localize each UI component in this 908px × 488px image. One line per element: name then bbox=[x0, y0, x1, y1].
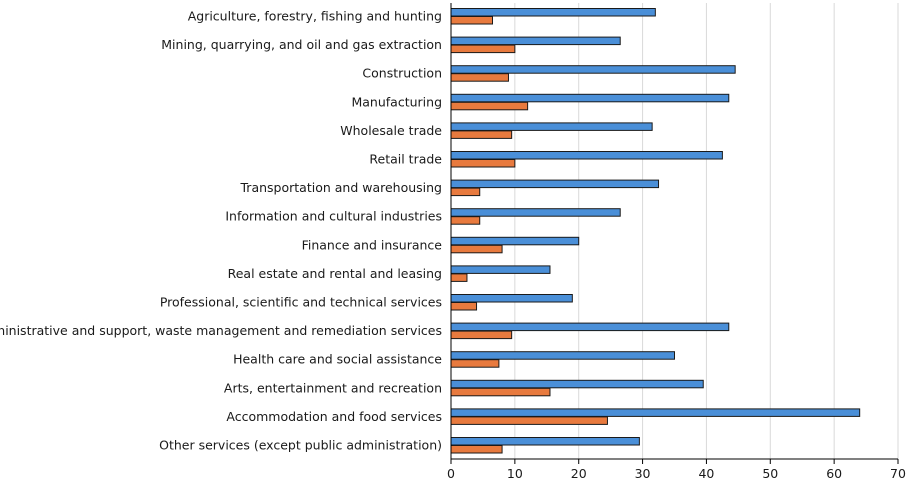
bar-series2-11 bbox=[450, 330, 513, 340]
x-tick-label-10: 10 bbox=[507, 466, 523, 481]
category-label-13: Arts, entertainment and recreation bbox=[224, 380, 442, 395]
category-label-8: Finance and insurance bbox=[302, 237, 443, 252]
bar-series2-0 bbox=[450, 16, 494, 25]
category-label-3: Manufacturing bbox=[351, 94, 442, 109]
bar-series1-10 bbox=[450, 294, 573, 303]
x-tick-label-50: 50 bbox=[762, 466, 778, 481]
bar-series2-6 bbox=[450, 187, 481, 197]
category-label-2: Construction bbox=[362, 66, 442, 81]
bar-series1-1 bbox=[450, 36, 621, 46]
category-label-12: Health care and social assistance bbox=[233, 352, 442, 367]
axes bbox=[450, 3, 899, 464]
bar-series2-3 bbox=[450, 101, 529, 111]
x-tick-label-30: 30 bbox=[635, 466, 651, 481]
bar-series1-3 bbox=[450, 93, 730, 103]
bar-series2-2 bbox=[450, 73, 509, 82]
labels: Agriculture, forestry, fishing and hunti… bbox=[0, 9, 906, 482]
x-tick-label-20: 20 bbox=[571, 466, 587, 481]
category-label-14: Accommodation and food services bbox=[226, 409, 442, 424]
bar-series1-2 bbox=[450, 65, 736, 74]
bars bbox=[450, 8, 861, 454]
bar-series1-12 bbox=[450, 351, 675, 360]
bar-series1-0 bbox=[450, 8, 656, 17]
gridlines bbox=[514, 3, 899, 459]
bar-series1-14 bbox=[450, 408, 861, 417]
bar-series2-9 bbox=[450, 273, 468, 282]
category-label-0: Agriculture, forestry, fishing and hunti… bbox=[188, 9, 442, 24]
bar-series2-5 bbox=[450, 159, 516, 168]
category-label-4: Wholesale trade bbox=[340, 123, 442, 138]
bar-series1-5 bbox=[450, 151, 723, 160]
bar-series2-14 bbox=[450, 416, 608, 425]
category-label-1: Mining, quarrying, and oil and gas extra… bbox=[161, 37, 442, 52]
x-tick-label-40: 40 bbox=[698, 466, 714, 481]
category-label-6: Transportation and warehousing bbox=[240, 180, 443, 195]
bar-series1-7 bbox=[450, 208, 621, 217]
category-label-9: Real estate and rental and leasing bbox=[228, 266, 442, 281]
bar-series2-8 bbox=[450, 244, 503, 254]
category-label-7: Information and cultural industries bbox=[225, 209, 442, 224]
bar-series1-13 bbox=[450, 379, 704, 389]
category-label-5: Retail trade bbox=[369, 152, 442, 167]
bar-series1-6 bbox=[450, 179, 660, 189]
category-label-15: Other services (except public administra… bbox=[159, 438, 442, 453]
bar-series2-15 bbox=[450, 445, 503, 454]
bar-series2-13 bbox=[450, 387, 551, 397]
x-tick-label-0: 0 bbox=[447, 466, 455, 481]
bar-series1-9 bbox=[450, 265, 551, 274]
bar-series2-1 bbox=[450, 44, 516, 54]
category-label-10: Professional, scientific and technical s… bbox=[160, 295, 442, 310]
x-tick-label-70: 70 bbox=[890, 466, 906, 481]
bar-series1-4 bbox=[450, 122, 653, 131]
bar-series1-15 bbox=[450, 437, 640, 446]
bar-series2-10 bbox=[450, 302, 478, 311]
bar-series1-11 bbox=[450, 322, 730, 332]
bar-series1-8 bbox=[450, 236, 580, 246]
bar-series2-7 bbox=[450, 216, 481, 225]
bar-series2-12 bbox=[450, 359, 500, 368]
category-label-11: Administrative and support, waste manage… bbox=[0, 323, 442, 338]
bar-series2-4 bbox=[450, 130, 513, 139]
x-tick-label-60: 60 bbox=[826, 466, 842, 481]
